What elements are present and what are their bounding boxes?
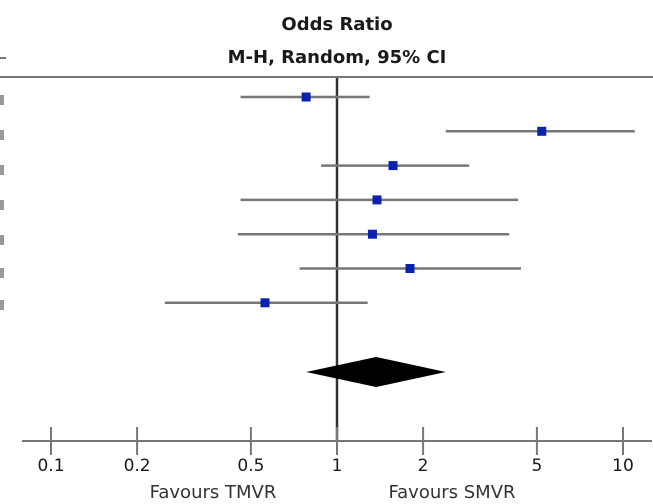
point-estimate-marker	[260, 298, 270, 308]
point-estimate-marker	[388, 161, 398, 171]
chart-title-line2: M-H, Random, 95% CI	[228, 47, 447, 68]
point-estimate-marker	[372, 195, 382, 205]
study-row	[240, 195, 519, 205]
point-estimate-marker	[367, 229, 377, 239]
x-tick-label: 0.1	[37, 456, 64, 476]
x-axis-ticks: 0.1 0.2 0.5 1 2 5 10	[37, 427, 634, 476]
study-row	[321, 161, 470, 171]
study-row	[240, 92, 370, 102]
x-tick-label: 10	[612, 456, 634, 476]
clipped-study-labels	[0, 95, 4, 310]
point-estimate-marker	[301, 92, 311, 102]
x-tick-label: 0.5	[237, 456, 264, 476]
x-tick-label: 5	[531, 456, 542, 476]
x-tick-label: 2	[418, 456, 429, 476]
study-row	[164, 298, 368, 308]
study-rows	[164, 92, 635, 308]
x-tick-label: 1	[332, 456, 343, 476]
chart-title-line1: Odds Ratio	[281, 14, 392, 35]
x-tick-label: 0.2	[124, 456, 151, 476]
study-row	[237, 229, 510, 239]
favours-left-label: Favours TMVR	[150, 482, 277, 503]
study-row	[445, 126, 635, 136]
pooled-estimate-diamond	[306, 357, 446, 387]
point-estimate-marker	[405, 264, 415, 273]
point-estimate-marker	[537, 126, 547, 136]
study-row	[299, 264, 522, 273]
favours-right-label: Favours SMVR	[388, 482, 515, 503]
